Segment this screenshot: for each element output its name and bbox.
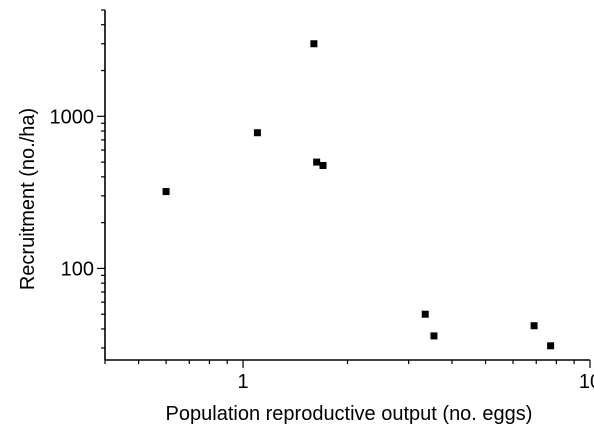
data-point — [319, 161, 327, 169]
data-point — [547, 342, 555, 350]
data-point — [162, 188, 170, 196]
data-point — [430, 332, 438, 340]
data-point — [313, 158, 321, 166]
y-tick-label: 100 — [61, 258, 94, 280]
data-point — [310, 40, 318, 48]
x-axis-title: Population reproductive output (no. eggs… — [166, 403, 533, 425]
minor-ticks — [101, 9, 575, 364]
major-ticks — [97, 115, 591, 368]
data-point — [421, 310, 429, 318]
data-points — [162, 40, 555, 350]
y-tick-label: 1000 — [50, 106, 95, 128]
data-point — [530, 322, 538, 330]
tick-labels: 1 10 100 1000 — [50, 106, 594, 393]
x-tick-label: 10 — [579, 371, 594, 393]
x-tick-label: 1 — [237, 371, 248, 393]
y-axis-title: Recruitment (no./ha) — [17, 108, 39, 290]
data-point — [253, 129, 261, 137]
